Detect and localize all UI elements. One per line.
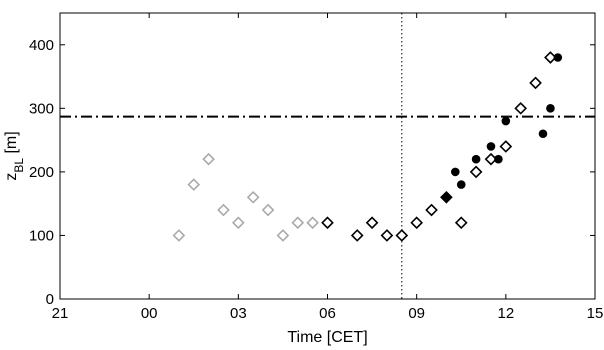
data-point-diamond xyxy=(291,216,305,230)
data-point-diamond xyxy=(484,152,498,166)
y-axis-label: zBL [m] xyxy=(3,131,26,180)
x-tick-label: 12 xyxy=(497,305,514,322)
y-tick-label: 0 xyxy=(46,291,54,308)
data-point-diamond xyxy=(276,229,290,242)
data-point-diamond xyxy=(365,216,379,230)
data-point-diamond xyxy=(261,203,275,217)
y-tick-label: 200 xyxy=(29,164,54,181)
data-point-diamond xyxy=(187,178,201,191)
x-tick-label: 03 xyxy=(230,305,247,322)
y-axis-label-sub: BL xyxy=(12,158,26,173)
data-point-diamond xyxy=(321,216,334,230)
data-point-diamond xyxy=(529,76,542,90)
y-tick-label: 100 xyxy=(29,227,54,244)
y-axis-label-unit: [m] xyxy=(3,131,20,158)
data-point-diamond xyxy=(469,165,483,179)
plot-frame xyxy=(59,12,596,300)
data-point-circle xyxy=(456,180,466,189)
y-tick-label: 300 xyxy=(29,100,54,117)
data-point-circle xyxy=(546,104,555,113)
ticks-layer: 21 00 03 06 09 12 15 0 100 200 300 400 xyxy=(29,13,603,322)
x-tick-label: 00 xyxy=(141,305,158,322)
data-point-diamond xyxy=(232,216,245,230)
data-point-circle xyxy=(553,53,563,62)
data-point-diamond xyxy=(454,216,468,230)
y-tick-label: 400 xyxy=(29,37,54,54)
data-point-diamond xyxy=(306,216,319,230)
data-point-diamond xyxy=(172,229,186,242)
data-point-diamond xyxy=(217,203,230,217)
data-point-circle xyxy=(494,154,503,164)
data-point-circle xyxy=(486,142,496,151)
data-point-diamond xyxy=(380,229,394,242)
x-tick-label: 15 xyxy=(587,305,604,322)
x-tick-label: 21 xyxy=(52,305,69,322)
data-point-diamond xyxy=(410,216,423,230)
x-axis-label: Time [CET] xyxy=(287,329,367,346)
data-point-circle xyxy=(442,193,451,202)
data-point-diamond xyxy=(395,229,409,242)
x-tick-label: 09 xyxy=(408,305,425,322)
y-axis-label-main: z xyxy=(3,173,20,181)
marks-layer xyxy=(60,13,595,299)
data-point-diamond xyxy=(499,140,513,153)
data-point-diamond xyxy=(202,152,215,166)
data-point-circle xyxy=(501,116,511,126)
data-point-circle xyxy=(451,167,460,177)
data-point-diamond xyxy=(246,190,260,204)
data-point-diamond xyxy=(544,51,557,64)
data-point-circle xyxy=(538,129,548,139)
x-tick-label: 06 xyxy=(319,305,336,322)
data-point-circle xyxy=(471,154,481,164)
data-point-diamond xyxy=(514,102,528,115)
data-point-diamond xyxy=(350,229,364,242)
data-point-diamond xyxy=(425,203,438,217)
